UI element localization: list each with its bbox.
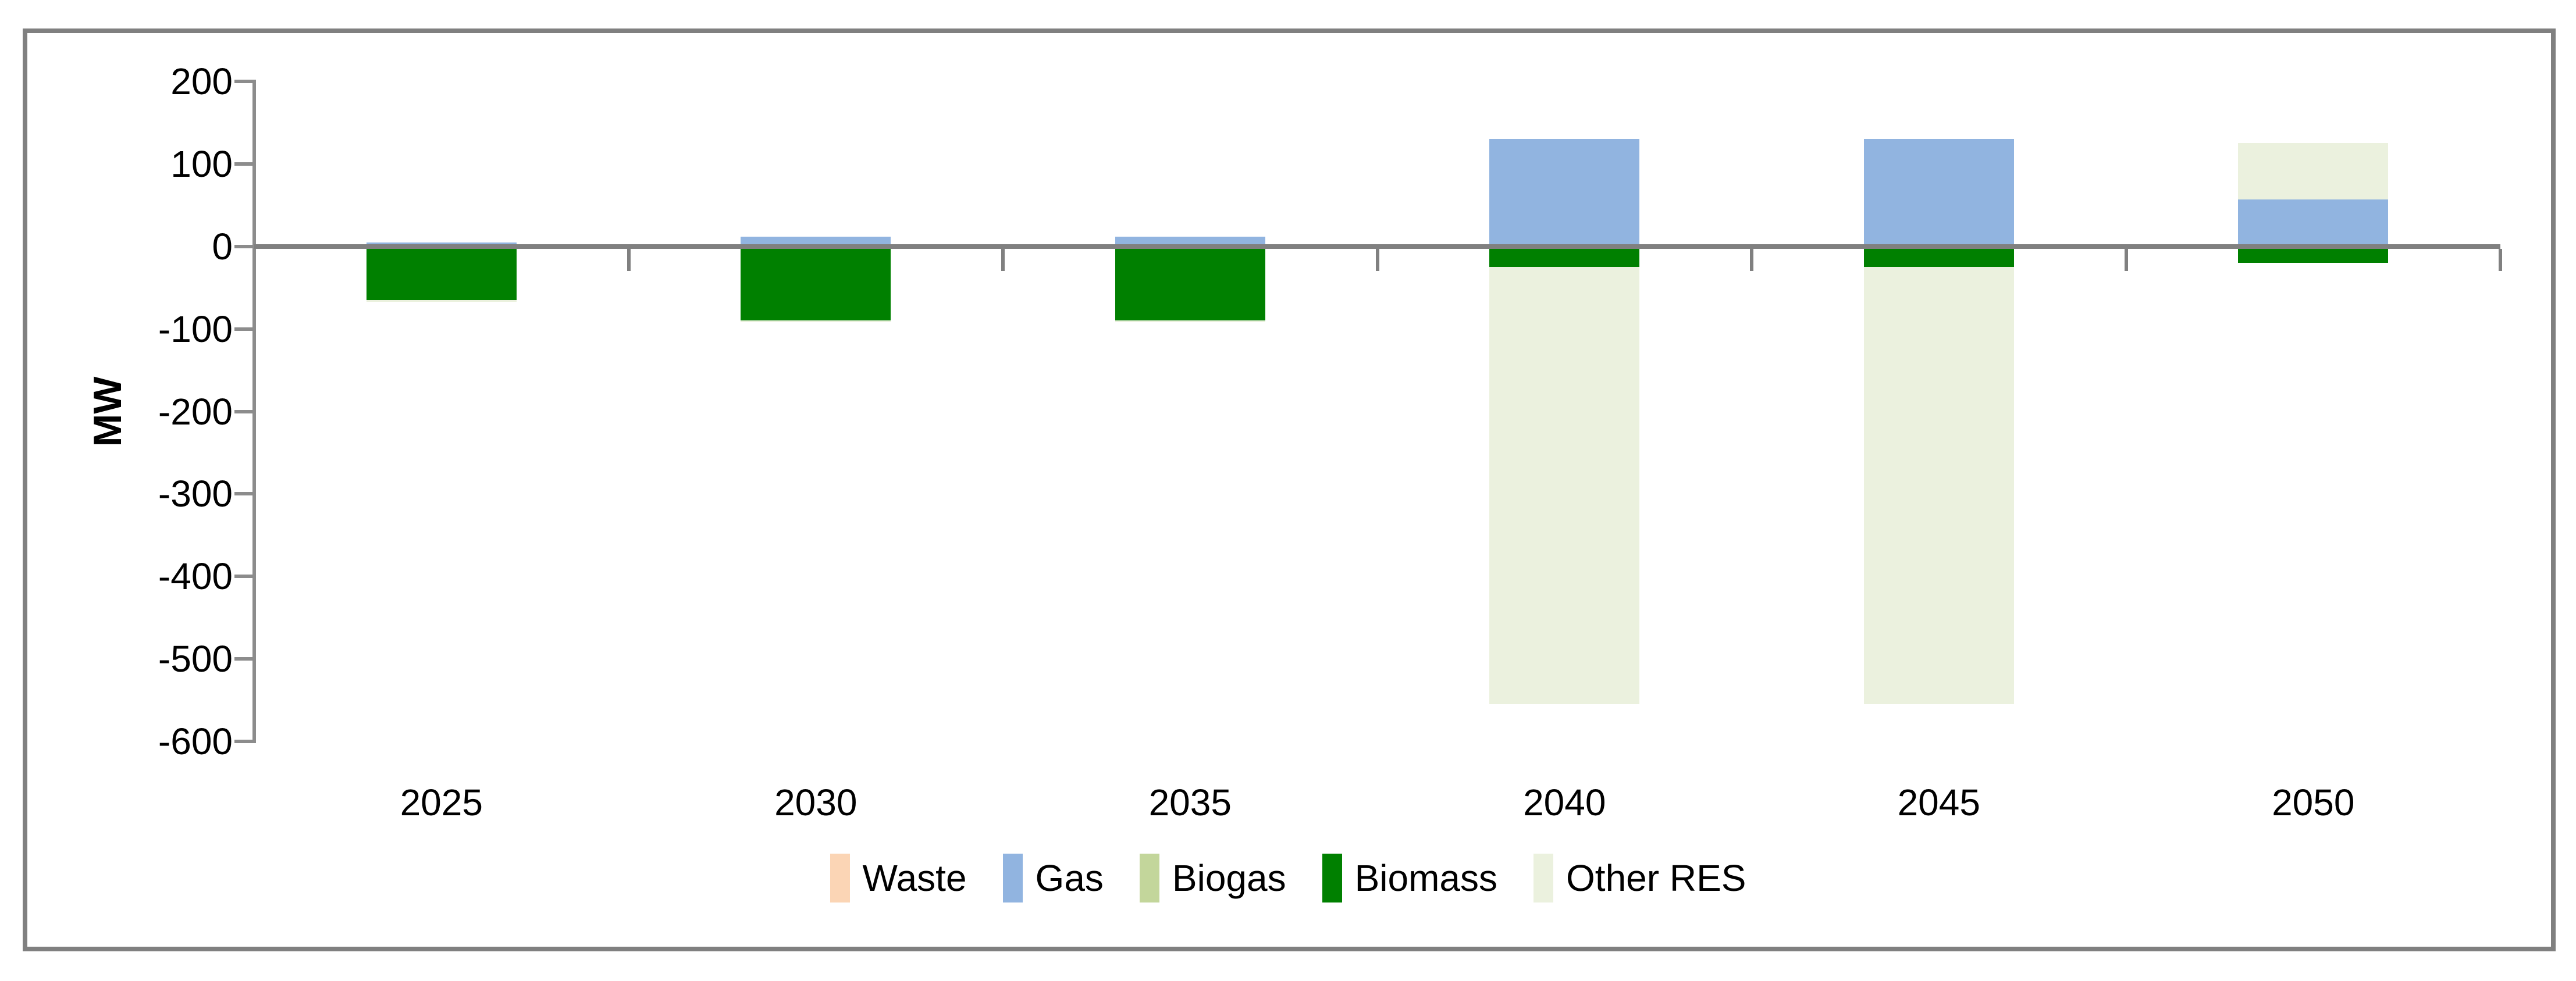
x-axis-boundary-tick bbox=[2124, 248, 2128, 271]
zero-baseline bbox=[254, 244, 2500, 249]
y-tick-label--300: -300 bbox=[158, 473, 233, 515]
bar-segment-2050-biomass bbox=[2238, 246, 2389, 263]
legend-label: Biogas bbox=[1172, 857, 1286, 899]
x-axis-boundary-tick bbox=[627, 248, 631, 271]
y-tick-label--600: -600 bbox=[158, 720, 233, 762]
bar-segment-2035-gas bbox=[1115, 236, 1265, 247]
y-tick-label--200: -200 bbox=[158, 390, 233, 433]
y-tick-mark-100 bbox=[234, 162, 254, 166]
bar-segment-2040-other-res bbox=[1489, 267, 1640, 705]
legend-item-biogas: Biogas bbox=[1139, 854, 1286, 902]
y-tick-mark--300 bbox=[234, 492, 254, 496]
y-tick-label--100: -100 bbox=[158, 308, 233, 350]
x-axis-boundary-tick bbox=[1375, 248, 1379, 271]
legend-label: Other RES bbox=[1566, 857, 1746, 899]
x-tick-label-2030: 2030 bbox=[774, 782, 858, 823]
x-tick-label-2025: 2025 bbox=[400, 782, 483, 823]
x-tick-label-2050: 2050 bbox=[2272, 782, 2355, 823]
legend-label: Waste bbox=[862, 857, 967, 899]
legend-label: Biomass bbox=[1354, 857, 1498, 899]
x-tick-label-2045: 2045 bbox=[1897, 782, 1980, 823]
legend: Waste Gas Biogas Biomass Other RES bbox=[0, 854, 2576, 902]
legend-label: Gas bbox=[1035, 857, 1104, 899]
bar-segment-2035-biomass bbox=[1115, 246, 1265, 321]
legend-item-waste: Waste bbox=[830, 854, 967, 902]
x-axis-boundary-tick bbox=[1750, 248, 1753, 271]
x-axis-boundary-tick bbox=[1001, 248, 1005, 271]
y-tick-mark--100 bbox=[234, 327, 254, 331]
y-axis-line bbox=[252, 80, 256, 743]
legend-swatch-waste bbox=[830, 854, 850, 902]
legend-item-biomass: Biomass bbox=[1322, 854, 1497, 902]
bar-segment-2040-biomass bbox=[1489, 246, 1640, 267]
bar-segment-2045-biomass bbox=[1863, 246, 2014, 267]
bar-segment-2050-other-res bbox=[2238, 143, 2389, 199]
legend-item-gas: Gas bbox=[1002, 854, 1104, 902]
y-tick-label-0: 0 bbox=[212, 225, 233, 267]
bar-segment-2030-other-res bbox=[741, 320, 891, 323]
x-axis-boundary-tick bbox=[2499, 248, 2502, 271]
y-tick-label--400: -400 bbox=[158, 555, 233, 598]
legend-swatch-biomass bbox=[1322, 854, 1342, 902]
bar-segment-2030-biomass bbox=[741, 246, 891, 321]
y-tick-mark--200 bbox=[234, 409, 254, 413]
y-tick-label-100: 100 bbox=[170, 142, 233, 185]
chart-border bbox=[23, 28, 2556, 951]
y-tick-mark--400 bbox=[234, 575, 254, 579]
legend-swatch-biogas bbox=[1139, 854, 1159, 902]
y-tick-label--500: -500 bbox=[158, 638, 233, 680]
y-tick-mark-0 bbox=[234, 244, 254, 248]
bar-segment-2035-other-res bbox=[1115, 320, 1265, 323]
legend-item-other-res: Other RES bbox=[1533, 854, 1746, 902]
bar-segment-2040-gas bbox=[1489, 139, 1640, 247]
x-tick-label-2035: 2035 bbox=[1148, 782, 1232, 823]
bar-segment-2025-other-res bbox=[366, 299, 517, 302]
y-tick-mark--600 bbox=[234, 740, 254, 743]
legend-swatch-gas bbox=[1002, 854, 1023, 902]
legend-swatch-other-res bbox=[1533, 854, 1554, 902]
bar-segment-2045-other-res bbox=[1863, 267, 2014, 705]
y-tick-mark-200 bbox=[234, 80, 254, 83]
bar-segment-2030-gas bbox=[741, 236, 891, 247]
bar-segment-2050-gas bbox=[2238, 199, 2389, 247]
y-tick-label-200: 200 bbox=[170, 60, 233, 102]
bar-segment-2045-gas bbox=[1863, 139, 2014, 247]
x-tick-label-2040: 2040 bbox=[1523, 782, 1606, 823]
bar-segment-2025-biomass bbox=[366, 246, 517, 300]
y-tick-mark--500 bbox=[234, 657, 254, 661]
